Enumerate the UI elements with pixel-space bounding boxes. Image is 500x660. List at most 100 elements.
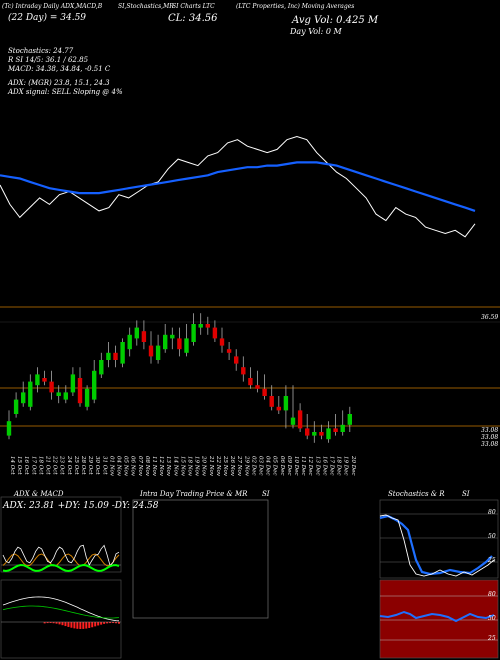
- candle-body: [134, 327, 139, 339]
- date-axis: 14 Oct 15 Oct 16 Oct 17 Oct 18 Oct 21 Oct 22 O…: [9, 455, 356, 477]
- header-line-1: (Tc) Intraday Daily ADX,MACD,B: [2, 3, 103, 10]
- adx-panel-values: ADX: 23.81 +DY: 15.09 -DY: 24.58: [3, 501, 159, 511]
- date-tick-label: 26 Nov: [229, 455, 235, 477]
- date-tick-label: 17 Dec: [329, 456, 335, 476]
- date-tick-label: 03 Dec: [258, 456, 264, 476]
- adx-signal-label: ADX signal: SELL Sloping @ 4%: [8, 88, 123, 96]
- date-tick-label: 06 Dec: [279, 456, 285, 476]
- date-tick-label: 14 Nov: [172, 456, 178, 477]
- date-tick-label: 25 Nov: [222, 455, 228, 477]
- macd-panel: [0, 579, 122, 659]
- date-tick-label: 16 Oct: [23, 456, 29, 475]
- stoch-tick-50: 50: [488, 533, 496, 540]
- candle-body: [92, 370, 97, 400]
- candle-body: [226, 349, 232, 353]
- date-tick-label: 28 Oct: [80, 455, 86, 475]
- candle-body: [70, 374, 76, 393]
- candle-body: [77, 378, 83, 404]
- date-tick-label: 06 Nov: [130, 456, 136, 477]
- date-tick-label: 29 Nov: [243, 455, 249, 477]
- date-tick-label: 05 Nov: [123, 456, 129, 477]
- price-label-top: 36.59: [481, 314, 499, 321]
- date-tick-label: 08 Nov: [144, 456, 150, 477]
- candle-body: [6, 421, 12, 436]
- candle-body: [297, 410, 303, 429]
- candlestick-chart: [6, 313, 352, 443]
- header-line-1c: SI Charts LTC: [172, 3, 215, 10]
- macd-bar: [91, 622, 94, 628]
- date-tick-label: 30 Oct: [94, 456, 100, 475]
- candle-body: [248, 378, 253, 386]
- candle-body: [99, 360, 104, 375]
- price-label-a: 33.08: [481, 427, 499, 434]
- stoch-tick-25: 25: [488, 557, 496, 564]
- moving-average-line: [0, 161, 476, 212]
- stoch-r-label: R SI 14/5: 36.1 / 62.85: [8, 56, 89, 64]
- candle-body: [120, 342, 125, 364]
- candle-body: [28, 381, 33, 407]
- rsi-panel: [379, 579, 499, 659]
- avg-vol-label: Avg Vol: 0.425 M: [292, 15, 379, 26]
- date-tick-label: 09 Dec: [286, 456, 292, 476]
- stochastics-lines: [379, 514, 495, 577]
- date-tick-label: 05 Dec: [272, 456, 278, 476]
- date-tick-label: 04 Nov: [116, 456, 122, 477]
- date-tick-label: 17 Oct: [30, 456, 36, 475]
- stoch-tick-80: 80: [488, 509, 496, 516]
- date-tick-label: 16 Dec: [321, 456, 327, 476]
- candle-body: [177, 338, 182, 350]
- macd-bar: [88, 622, 91, 628]
- macd-line: [2, 596, 120, 622]
- day-vol-label: Day Vol: 0 M: [290, 27, 342, 36]
- macd-bar: [103, 622, 106, 624]
- candle-body: [148, 345, 154, 357]
- date-tick-label: 12 Dec: [307, 456, 313, 476]
- candle-body: [155, 345, 161, 360]
- candle-body: [262, 388, 267, 396]
- price-line-label: (22 Day) = 34.59: [8, 13, 87, 23]
- date-tick-label: 21 Oct: [45, 455, 51, 475]
- date-tick-label: 18 Oct: [37, 456, 43, 475]
- macd-bar: [118, 622, 120, 624]
- date-tick-label: 13 Dec: [314, 456, 320, 476]
- date-tick-label: 02 Dec: [250, 456, 256, 476]
- candle-body: [205, 324, 210, 328]
- candle-body: [21, 392, 26, 404]
- date-tick-label: 20 Nov: [201, 455, 207, 477]
- stochastics-label: Stochastics: 24.77: [8, 47, 74, 55]
- moving-average-chart: [0, 135, 476, 238]
- candle-body: [326, 428, 331, 440]
- candle-body: [234, 356, 239, 364]
- candle-body: [106, 352, 111, 360]
- adx-panel-title: ADX & MACD: [14, 490, 64, 498]
- date-tick-label: 15 Oct: [16, 456, 22, 475]
- adx-di-plus-line: [2, 563, 120, 573]
- candle-body: [319, 432, 324, 436]
- candle-body: [333, 428, 338, 432]
- date-tick-label: 23 Oct: [59, 455, 65, 475]
- rsi-tick-80: 80: [488, 591, 496, 598]
- candle-body: [212, 327, 218, 339]
- date-tick-label: 21 Nov: [208, 455, 214, 477]
- candle-body: [49, 381, 54, 393]
- candle-body: [35, 374, 40, 386]
- date-tick-label: 22 Nov: [215, 455, 221, 477]
- stoch-d-line: [379, 514, 495, 577]
- macd-bar: [85, 622, 88, 629]
- macd-bar: [70, 622, 73, 628]
- date-tick-label: 13 Nov: [165, 456, 171, 477]
- candle-body: [13, 399, 19, 414]
- date-tick-label: 07 Nov: [137, 456, 143, 477]
- candle-body: [163, 334, 168, 350]
- macd-label: MACD: 34.38, 34.84, -0.51 C: [8, 65, 111, 73]
- macd-bar: [76, 622, 79, 629]
- candle-body: [241, 367, 246, 375]
- candle-body: [283, 396, 289, 411]
- candle-body: [170, 334, 175, 339]
- macd-bar: [43, 622, 46, 624]
- macd-bar: [67, 622, 70, 627]
- macd-bar: [109, 622, 112, 624]
- price-label-c: 33.08: [481, 441, 499, 448]
- candle-body: [312, 432, 317, 436]
- macd-bar: [61, 622, 64, 626]
